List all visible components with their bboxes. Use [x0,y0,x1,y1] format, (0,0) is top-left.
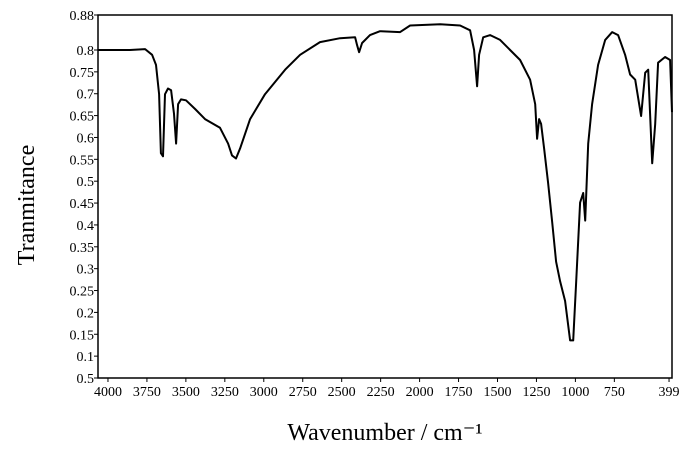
x-tick-label: 2000 [406,385,434,400]
y-tick-label: 0.55 [70,153,95,168]
y-tick-label: 0.1 [77,350,95,365]
x-tick-label: 1000 [561,385,589,400]
x-tick-label: 3500 [172,385,200,400]
y-tick-label: 0.45 [70,197,95,212]
y-tick-label: 0.35 [70,241,95,256]
x-tick-label: 2250 [367,385,395,400]
y-axis-title: Tranmitance [14,145,40,265]
y-tick-label: 0.4 [77,219,95,234]
x-tick-label: 3750 [133,385,161,400]
plot-frame [97,14,673,379]
x-axis-title: Wavenumber / cm⁻¹ [287,420,482,446]
x-tick-label: 2500 [328,385,356,400]
y-tick-label: 0.5 [77,175,95,190]
y-tick-label: 0.7 [77,88,95,103]
y-tick-label: 0.25 [70,285,95,300]
x-tick-label: 3250 [211,385,239,400]
x-tick-label: 1250 [522,385,550,400]
y-tick-label: 0.75 [70,66,95,81]
x-tick-label: 750 [604,385,625,400]
x-tick-label: 399 [659,385,680,400]
y-tick-label: 0.2 [77,306,95,321]
x-tick-label: 2750 [289,385,317,400]
y-tick-label: 0.3 [77,263,95,278]
y-tick-label: 0.88 [70,9,95,24]
spectrum-line [98,23,673,342]
x-tick-label: 1500 [483,385,511,400]
y-tick-label: 0.5 [77,372,95,387]
y-tick-label: 0.6 [77,131,95,146]
y-tick-label: 0.65 [70,110,95,125]
y-tick-label: 0.8 [77,44,95,59]
x-tick-label: 1750 [445,385,473,400]
y-tick-label: 0.15 [70,328,95,343]
x-tick-label: 3000 [250,385,278,400]
x-tick-label: 4000 [94,385,122,400]
